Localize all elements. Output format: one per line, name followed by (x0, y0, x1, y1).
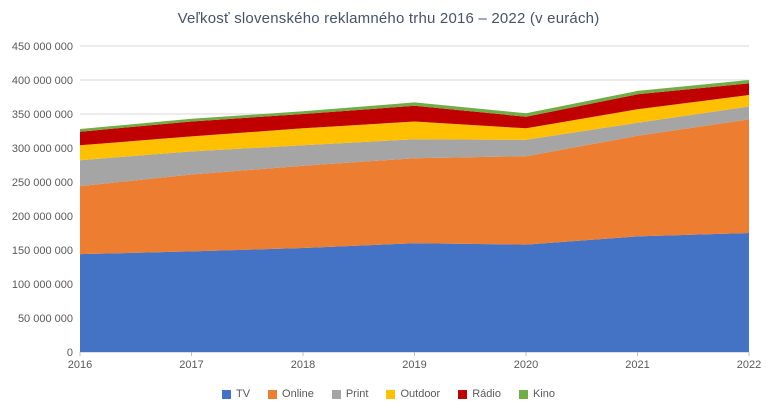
legend-label: Kino (532, 388, 555, 400)
x-axis-label: 2017 (179, 359, 203, 371)
y-axis-label: 50 000 000 (18, 313, 73, 325)
area-series-tv (80, 233, 749, 352)
legend-item-tv[interactable]: TV (221, 388, 251, 400)
area-series-radio (80, 83, 749, 146)
x-axis-label: 2020 (514, 359, 538, 371)
legend-swatch (386, 389, 396, 399)
y-axis-label: 150 000 000 (12, 245, 73, 257)
x-axis-label: 2022 (737, 359, 761, 371)
legend-label: Online (282, 388, 314, 400)
x-axis-label: 2019 (402, 359, 426, 371)
legend-item-outdoor[interactable]: Outdoor (386, 388, 440, 400)
x-axis-label: 2016 (68, 359, 92, 371)
y-axis-label: 200 000 000 (12, 211, 73, 223)
legend-swatch (458, 389, 468, 399)
y-axis-label: 300 000 000 (12, 143, 73, 155)
area-series-print (80, 106, 749, 187)
legend-swatch (268, 389, 278, 399)
legend-swatch (518, 389, 528, 399)
y-axis-label: 350 000 000 (12, 109, 73, 121)
legend-label: TV (235, 388, 251, 400)
x-axis-label: 2018 (291, 359, 315, 371)
legend-item-print[interactable]: Print (331, 388, 369, 400)
legend-label: Print (345, 388, 369, 400)
y-axis-label: 400 000 000 (12, 75, 73, 87)
legend-item-kino[interactable]: Kino (518, 388, 555, 400)
legend-label: Outdoor (400, 388, 441, 400)
area-series-outdoor (80, 95, 749, 161)
y-axis-label: 0 (67, 347, 73, 359)
legend-item-online[interactable]: Online (268, 388, 314, 400)
y-axis-label: 250 000 000 (12, 177, 73, 189)
legend-label: Rádio (472, 388, 501, 400)
y-axis-label: 450 000 000 (12, 41, 73, 53)
chart-legend: TV Online Print Outdoor Rádio Kino (0, 388, 777, 400)
y-axis-label: 100 000 000 (12, 279, 73, 291)
legend-swatch (331, 389, 341, 399)
legend-swatch (221, 389, 231, 399)
chart-title: Veľkosť slovenského reklamného trhu 2016… (177, 10, 600, 27)
x-axis-label: 2021 (625, 359, 649, 371)
area-series-online (80, 119, 749, 255)
legend-item-radio[interactable]: Rádio (458, 388, 501, 400)
